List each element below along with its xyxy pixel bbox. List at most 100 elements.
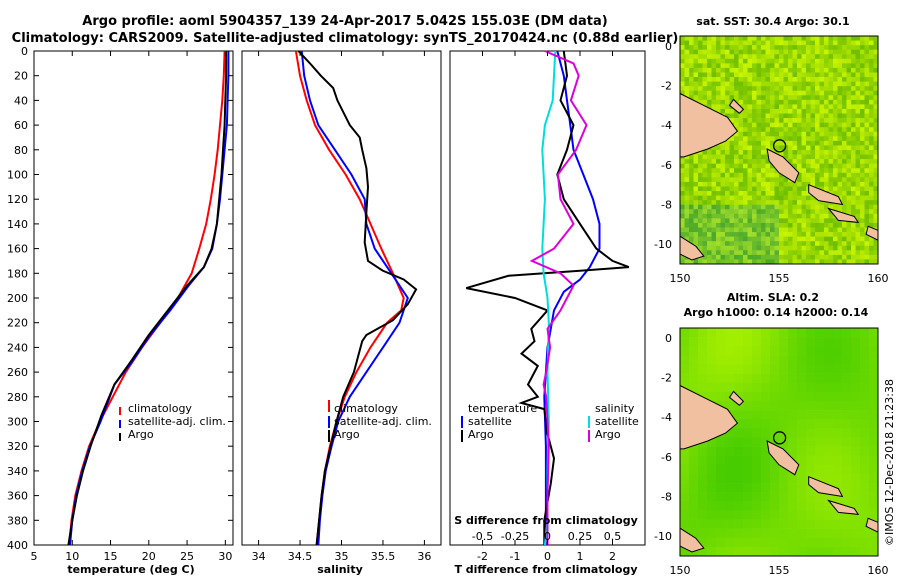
heatmap-cell bbox=[842, 241, 847, 247]
heatmap-cell bbox=[761, 537, 771, 548]
heatmap-cell bbox=[702, 90, 708, 96]
heatmap-cell bbox=[747, 159, 753, 164]
heatmap-cell bbox=[752, 95, 757, 101]
heatmap-cell bbox=[851, 382, 861, 393]
heatmap-cell bbox=[779, 241, 784, 247]
heatmap-cell bbox=[729, 218, 735, 224]
heatmap-cell bbox=[774, 232, 780, 237]
heatmap-cell bbox=[756, 172, 762, 178]
heatmap-cell bbox=[752, 86, 757, 92]
heatmap-cell bbox=[824, 163, 829, 169]
heatmap-cell bbox=[711, 236, 717, 242]
heatmap-cell bbox=[743, 72, 748, 78]
heatmap-cell bbox=[855, 118, 861, 123]
heatmap-cell bbox=[774, 200, 780, 206]
heatmap-cell bbox=[716, 546, 726, 557]
heatmap-cell bbox=[860, 546, 870, 557]
heatmap-cell bbox=[743, 177, 748, 183]
heatmap-cell bbox=[815, 337, 825, 347]
heatmap-cell bbox=[819, 113, 825, 119]
heatmap-cell bbox=[824, 492, 834, 502]
heatmap-cell bbox=[779, 90, 784, 96]
heatmap-cell bbox=[774, 254, 780, 260]
heatmap-cell bbox=[842, 81, 847, 87]
heatmap-cell bbox=[797, 63, 802, 69]
heatmap-cell bbox=[797, 337, 807, 347]
heatmap-cell bbox=[824, 364, 834, 374]
heatmap-cell bbox=[779, 364, 789, 374]
heatmap-cell bbox=[707, 218, 712, 224]
heatmap-cell bbox=[716, 99, 721, 105]
heatmap-cell bbox=[698, 195, 703, 201]
heatmap-cell bbox=[869, 528, 879, 539]
heatmap-cell bbox=[869, 118, 874, 123]
heatmap-cell bbox=[815, 118, 820, 123]
heatmap-cell bbox=[860, 232, 865, 237]
heatmap-cell bbox=[801, 195, 807, 201]
heatmap-cell bbox=[707, 204, 712, 210]
heatmap-cell bbox=[738, 49, 744, 55]
heatmap-cell bbox=[765, 54, 771, 60]
heatmap-cell bbox=[693, 204, 699, 210]
heatmap-cell bbox=[824, 86, 829, 92]
heatmap-cell bbox=[729, 204, 735, 210]
heatmap-cell bbox=[720, 86, 726, 92]
heatmap-cell bbox=[698, 95, 703, 101]
heatmap-cell bbox=[788, 140, 793, 146]
heatmap-cell bbox=[707, 159, 712, 164]
heatmap-cell bbox=[797, 537, 807, 548]
heatmap-cell bbox=[864, 241, 870, 247]
sst-map-frame bbox=[679, 35, 879, 265]
heatmap-cell bbox=[770, 77, 775, 82]
heatmap-cell bbox=[810, 145, 816, 151]
heatmap-cell bbox=[815, 72, 820, 78]
heatmap-cell bbox=[824, 181, 829, 187]
heatmap-cell bbox=[734, 455, 744, 466]
heatmap-cell bbox=[824, 54, 829, 60]
heatmap-cell bbox=[774, 236, 780, 242]
heatmap-cell bbox=[810, 172, 816, 178]
heatmap-cell bbox=[837, 191, 843, 196]
heatmap-cell bbox=[774, 72, 780, 78]
heatmap-cell bbox=[837, 40, 843, 46]
heatmap-cell bbox=[833, 90, 838, 96]
heatmap-cell bbox=[869, 90, 874, 96]
heatmap-cell bbox=[702, 40, 708, 46]
land-polygon bbox=[766, 440, 800, 476]
heatmap-cell bbox=[842, 204, 847, 210]
heatmap-cell bbox=[815, 419, 825, 429]
heatmap-cell bbox=[734, 77, 739, 82]
heatmap-cell bbox=[873, 99, 879, 105]
heatmap-cell bbox=[716, 181, 721, 187]
heatmap-cell bbox=[837, 95, 843, 101]
heatmap-cell bbox=[860, 172, 865, 178]
heatmap-cell bbox=[756, 236, 762, 242]
heatmap-cell bbox=[770, 108, 775, 114]
heatmap-cell bbox=[810, 213, 816, 219]
heatmap-cell bbox=[747, 127, 753, 133]
heatmap-cell bbox=[698, 49, 703, 55]
heatmap-cell bbox=[720, 40, 726, 46]
heatmap-cell bbox=[711, 150, 717, 155]
heatmap-cell bbox=[770, 209, 775, 215]
heatmap-cell bbox=[801, 236, 807, 242]
heatmap-cell bbox=[833, 241, 838, 247]
heatmap-cell bbox=[729, 163, 735, 169]
heatmap-cell bbox=[707, 222, 712, 228]
heatmap-cell bbox=[689, 236, 694, 242]
heatmap-cell bbox=[761, 86, 766, 92]
heatmap-cell bbox=[689, 209, 694, 215]
heatmap-cell bbox=[806, 177, 811, 183]
heatmap-cell bbox=[720, 154, 726, 160]
heatmap-cell bbox=[729, 168, 735, 174]
heatmap-cell bbox=[842, 400, 852, 411]
heatmap-cell bbox=[801, 136, 807, 142]
heatmap-cell bbox=[842, 159, 847, 164]
heatmap-cell bbox=[810, 168, 816, 174]
heatmap-cell bbox=[765, 136, 771, 142]
heatmap-cell bbox=[698, 90, 703, 96]
heatmap-cell bbox=[761, 99, 766, 105]
heatmap-cell bbox=[765, 36, 771, 41]
heatmap-cell bbox=[860, 99, 865, 105]
heatmap-cell bbox=[711, 232, 717, 237]
